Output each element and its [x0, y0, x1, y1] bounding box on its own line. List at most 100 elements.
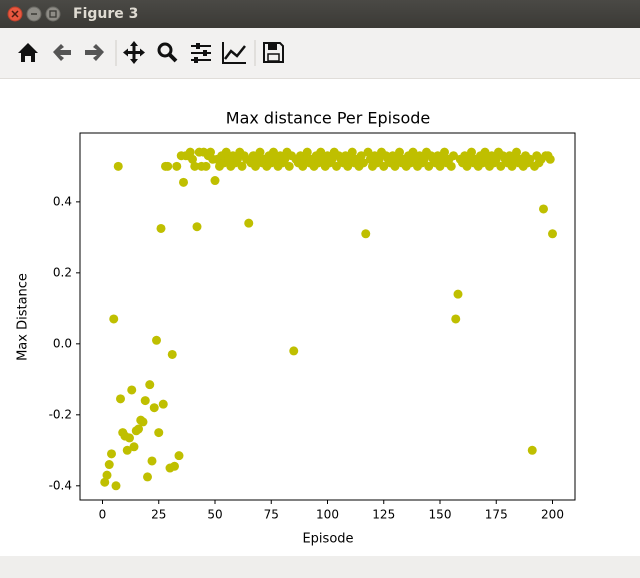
status-bar: [0, 556, 640, 578]
point: [134, 424, 143, 434]
point: [221, 147, 231, 157]
point: [453, 289, 463, 299]
point: [356, 151, 366, 161]
point: [145, 380, 155, 390]
point: [462, 161, 472, 171]
point: [251, 161, 260, 171]
point: [269, 147, 278, 157]
configure-button[interactable]: [191, 43, 211, 63]
point: [539, 204, 548, 214]
x-tick-label: 150: [429, 508, 452, 522]
chart: Max distance Per Episode Episode Max Dis…: [16, 109, 576, 547]
point: [548, 229, 557, 239]
point: [298, 161, 308, 171]
back-button[interactable]: [53, 44, 71, 61]
y-tick-label: -0.2: [49, 407, 72, 421]
x-tick-label: 200: [541, 508, 564, 522]
point: [163, 161, 173, 171]
x-tick-label: 50: [207, 508, 222, 522]
point: [149, 403, 159, 413]
point: [138, 417, 148, 427]
point: [122, 445, 132, 455]
point: [100, 477, 110, 487]
x-tick-label: 25: [151, 508, 166, 522]
point: [327, 154, 337, 164]
point: [284, 161, 294, 171]
point: [545, 154, 555, 164]
point: [480, 147, 490, 157]
title-bar: Figure 3: [0, 0, 640, 28]
point: [451, 314, 461, 324]
home-button[interactable]: [18, 43, 38, 62]
point: [280, 154, 290, 164]
point: [359, 158, 368, 168]
edit-axis-button[interactable]: [222, 42, 246, 64]
point: [152, 335, 161, 345]
x-tick-label: 0: [99, 508, 107, 522]
point: [419, 154, 429, 164]
point: [237, 161, 247, 171]
point: [435, 161, 445, 171]
point: [167, 349, 177, 359]
point: [210, 176, 220, 186]
point: [379, 161, 389, 171]
x-tick-label: 175: [485, 508, 508, 522]
point: [408, 147, 418, 157]
point: [109, 314, 119, 324]
zoom-button[interactable]: [157, 42, 178, 63]
point: [190, 161, 200, 171]
save-button[interactable]: [263, 42, 284, 63]
x-tick-label: 75: [264, 508, 279, 522]
point: [446, 161, 456, 171]
point: [449, 151, 458, 161]
x-tick-label: 100: [316, 508, 339, 522]
forward-button[interactable]: [85, 44, 104, 61]
pan-button[interactable]: [123, 41, 145, 64]
point: [347, 147, 357, 157]
point: [289, 346, 299, 356]
y-tick-label: -0.4: [49, 478, 72, 492]
point: [525, 154, 535, 164]
point: [147, 456, 157, 466]
point: [116, 394, 125, 404]
point: [496, 161, 506, 171]
point: [179, 177, 188, 187]
point: [143, 472, 152, 482]
x-tick-label: 125: [372, 508, 395, 522]
point: [156, 223, 166, 233]
point: [111, 481, 121, 491]
point: [158, 399, 168, 409]
figure-canvas: Max distance Per Episode Episode Max Dis…: [0, 79, 640, 556]
point: [332, 161, 341, 171]
point: [113, 161, 123, 171]
point: [201, 161, 211, 171]
point: [140, 396, 150, 406]
point: [255, 147, 265, 157]
y-tick-label: 0.4: [53, 194, 72, 208]
point: [363, 147, 373, 157]
point: [107, 449, 116, 459]
window-controls: [7, 6, 61, 22]
point: [188, 154, 197, 164]
point: [302, 147, 312, 157]
y-axis-label: Max Distance: [16, 273, 31, 361]
point: [104, 460, 114, 470]
plot-area: [79, 132, 576, 501]
point: [374, 154, 384, 164]
y-tick-label: 0.2: [53, 265, 72, 279]
point: [361, 229, 371, 239]
point: [129, 442, 139, 452]
point: [390, 161, 400, 171]
point: [395, 147, 404, 157]
point: [125, 433, 134, 443]
point: [440, 147, 449, 157]
point: [467, 147, 476, 157]
point: [206, 147, 215, 157]
point: [192, 222, 202, 232]
maximize-button[interactable]: [45, 6, 61, 22]
point: [491, 154, 501, 164]
point: [185, 147, 195, 157]
point: [154, 428, 164, 438]
point: [527, 445, 537, 455]
